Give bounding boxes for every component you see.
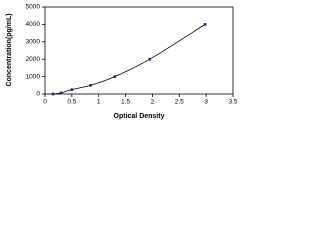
- fit-curve: [53, 24, 206, 95]
- data-point: [203, 23, 207, 26]
- data-point: [59, 91, 63, 95]
- y-tick-label: 3000: [26, 39, 41, 46]
- x-tick-label: 2.5: [175, 99, 184, 106]
- y-tick-label: 2000: [26, 56, 41, 63]
- y-axis-title: Concentration(pg/mL): [6, 13, 13, 86]
- data-point: [51, 92, 55, 96]
- y-tick-label: 4000: [26, 21, 41, 28]
- data-point: [148, 57, 152, 61]
- x-tick-label: 2: [151, 99, 155, 106]
- y-tick-label: 0: [36, 91, 40, 98]
- x-tick-label: 3.5: [228, 99, 237, 106]
- x-tick-label: 0.5: [67, 99, 76, 106]
- x-tick-label: 3: [204, 99, 208, 106]
- x-tick-label: 1.5: [121, 99, 130, 106]
- data-point: [70, 88, 74, 91]
- plot-frame: [44, 6, 234, 95]
- y-tick-label: 5000: [26, 4, 41, 11]
- data-point: [113, 75, 117, 78]
- y-tick-label: 1000: [26, 73, 41, 80]
- data-point: [89, 84, 92, 87]
- x-tick-label: 0: [43, 99, 47, 106]
- x-axis-title: Optical Density: [114, 113, 165, 120]
- chart: Optical Density Concentration(pg/mL) 010…: [6, 4, 238, 120]
- x-tick-label: 1: [97, 99, 101, 106]
